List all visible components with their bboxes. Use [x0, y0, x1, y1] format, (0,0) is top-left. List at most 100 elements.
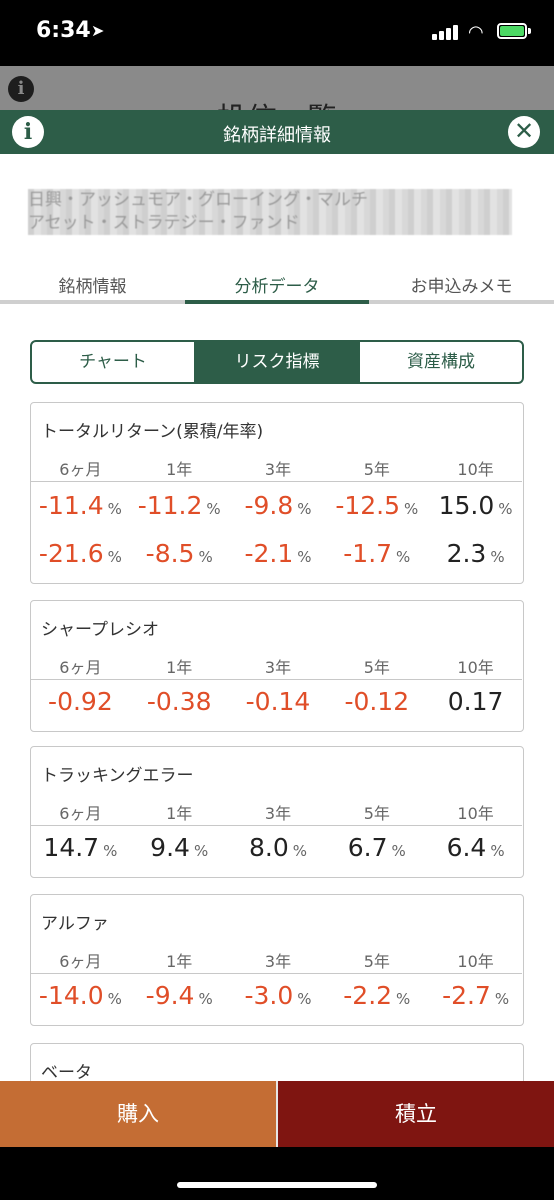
value-cell: 0.17 — [447, 687, 504, 716]
close-icon[interactable]: ✕ — [508, 116, 540, 148]
segment-risk-indicators[interactable]: リスク指標 — [194, 342, 358, 382]
value-cell: -11.4% — [38, 491, 122, 520]
accumulate-button[interactable]: 積立 — [278, 1081, 554, 1147]
card-title: ベータ — [41, 1063, 92, 1083]
value-cell: 9.4% — [150, 833, 209, 862]
period-label: 10年 — [457, 658, 494, 677]
card-title: シャープレシオ — [41, 620, 159, 640]
period-label: 1年 — [166, 804, 193, 823]
fund-name-line-1: 日興・アッシュモア・グローイング・マルチ — [28, 190, 368, 210]
battery-tip — [528, 28, 531, 34]
unit: % — [297, 548, 312, 566]
unit: % — [396, 548, 411, 566]
tab-application-memo[interactable]: お申込みメモ — [410, 277, 513, 297]
divider — [31, 679, 522, 680]
value-cell: -21.6% — [38, 539, 122, 568]
tracking-error-card: トラッキングエラー 6ヶ月 1年 3年 5年 10年 14.7% 9.4% 8.… — [30, 746, 524, 878]
alpha-values-row: -14.0% -9.4% -3.0% -2.2% -2.7% — [31, 981, 525, 1010]
unit: % — [206, 500, 221, 518]
unit: % — [193, 842, 209, 860]
value-cell: -2.2% — [343, 981, 411, 1010]
total-return-card: トータルリターン(累積/年率) 6ヶ月 1年 3年 5年 10年 -11.4% … — [30, 402, 524, 584]
value-cell: 8.0% — [248, 833, 307, 862]
period-label: 10年 — [457, 952, 494, 971]
info-icon: i — [8, 76, 34, 102]
period-label: 3年 — [264, 460, 292, 479]
segment-asset-composition[interactable]: 資産構成 — [358, 342, 522, 382]
battery-icon — [497, 23, 527, 39]
status-time: 6:34 — [36, 18, 91, 43]
card-title: トータルリターン(累積/年率) — [41, 422, 264, 442]
period-header: 6ヶ月 1年 3年 5年 10年 — [31, 948, 525, 972]
home-indicator[interactable] — [177, 1182, 377, 1188]
tracking-values-row: 14.7% 9.4% 8.0% 6.7% 6.4% — [31, 833, 525, 862]
tab-fund-info[interactable]: 銘柄情報 — [58, 277, 127, 297]
location-arrow-icon: ➤ — [91, 21, 105, 40]
signal-icon — [432, 24, 458, 40]
divider — [31, 481, 522, 482]
period-label: 10年 — [457, 460, 494, 479]
unit: % — [498, 500, 513, 518]
segment-chart[interactable]: チャート — [79, 352, 147, 372]
cumulative-return-row: -11.4% -11.2% -9.8% -12.5% 15.0% — [31, 491, 525, 520]
value-cell: 14.7% — [43, 833, 118, 862]
period-header: 6ヶ月 1年 3年 5年 10年 — [31, 456, 525, 480]
value-cell: 6.4% — [446, 833, 505, 862]
annual-return-row: -21.6% -8.5% -2.1% -1.7% 2.3% — [31, 539, 525, 568]
value-cell: -2.1% — [244, 539, 312, 568]
period-label: 5年 — [363, 460, 390, 479]
period-label: 3年 — [264, 952, 292, 971]
unit: % — [404, 500, 419, 518]
value-cell: -8.5% — [145, 539, 213, 568]
value-cell: 6.7% — [347, 833, 406, 862]
segment-control: チャート リスク指標 資産構成 — [30, 340, 524, 384]
value-cell: -14.0% — [38, 981, 122, 1010]
unit: % — [292, 842, 307, 860]
unit: % — [107, 990, 122, 1008]
period-label: 1年 — [166, 952, 193, 971]
period-label: 6ヶ月 — [59, 952, 102, 971]
home-indicator-area — [0, 1147, 554, 1200]
unit: % — [396, 990, 411, 1008]
period-label: 5年 — [363, 952, 390, 971]
value-cell: -9.4% — [145, 981, 213, 1010]
tab-analysis-data[interactable]: 分析データ — [234, 277, 320, 297]
period-header: 6ヶ月 1年 3年 5年 10年 — [31, 800, 525, 824]
divider — [31, 825, 522, 826]
period-label: 6ヶ月 — [59, 804, 102, 823]
period-label: 3年 — [264, 658, 292, 677]
card-title: アルファ — [41, 914, 109, 934]
button-divider — [276, 1081, 278, 1147]
period-label: 6ヶ月 — [59, 460, 102, 479]
period-label: 5年 — [363, 658, 390, 677]
value-cell: -11.2% — [137, 491, 221, 520]
value-cell: -0.92 — [48, 687, 113, 716]
value-cell: -3.0% — [244, 981, 312, 1010]
unit: % — [198, 548, 213, 566]
value-cell: -12.5% — [335, 491, 419, 520]
buy-button[interactable]: 購入 — [0, 1081, 276, 1147]
unit: % — [107, 548, 122, 566]
unit: % — [297, 990, 312, 1008]
sharpe-values-row: -0.92 -0.38 -0.14 -0.12 0.17 — [31, 687, 525, 716]
value-cell: -1.7% — [343, 539, 411, 568]
period-label: 10年 — [457, 804, 494, 823]
card-title: トラッキングエラー — [41, 766, 194, 786]
unit: % — [391, 842, 406, 860]
wifi-icon: ◠ — [468, 22, 484, 43]
info-icon[interactable]: i — [12, 116, 44, 148]
period-label: 1年 — [166, 460, 193, 479]
value-cell: 2.3% — [446, 539, 505, 568]
period-header: 6ヶ月 1年 3年 5年 10年 — [31, 654, 525, 678]
unit: % — [297, 500, 312, 518]
unit: % — [490, 548, 505, 566]
alpha-card: アルファ 6ヶ月 1年 3年 5年 10年 -14.0% -9.4% -3.0%… — [30, 894, 524, 1026]
modal-title: 銘柄詳細情報 — [223, 125, 331, 146]
bottom-action-bar: 購入 積立 — [0, 1081, 554, 1147]
unit: % — [494, 990, 510, 1008]
background-screen: i 投信一覧 — [0, 66, 554, 114]
period-label: 5年 — [363, 804, 390, 823]
unit: % — [103, 842, 118, 860]
fund-name: 日興・アッシュモア・グローイング・マルチ アセット・ストラテジー・ファンド — [28, 189, 512, 235]
unit: % — [490, 842, 505, 860]
